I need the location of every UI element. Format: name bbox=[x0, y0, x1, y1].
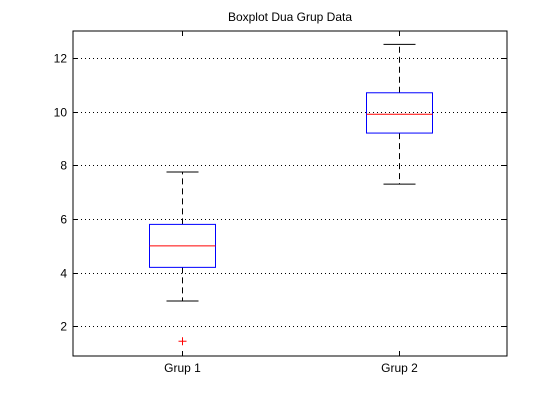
outlier-marker bbox=[178, 337, 187, 346]
plot-frame bbox=[72, 30, 508, 357]
box-2 bbox=[366, 43, 433, 185]
box-1 bbox=[149, 171, 216, 346]
chart-title: Boxplot Dua Grup Data bbox=[228, 10, 352, 24]
y-tick-label: 4 bbox=[60, 267, 67, 281]
y-tick-label: 8 bbox=[60, 159, 67, 173]
x-tick-label: Grup 1 bbox=[164, 361, 201, 375]
y-tick-label: 6 bbox=[60, 213, 67, 227]
box-group bbox=[149, 43, 433, 346]
x-axis-ticks: Grup 1 Grup 2 bbox=[164, 31, 418, 375]
y-tick-label: 10 bbox=[54, 106, 68, 120]
grid-lines bbox=[73, 58, 507, 327]
y-tick-label: 12 bbox=[54, 52, 68, 66]
y-tick-label: 2 bbox=[60, 320, 67, 334]
y-axis-ticks: 2 4 6 8 10 12 bbox=[54, 52, 507, 334]
x-tick-label: Grup 2 bbox=[381, 361, 418, 375]
iqr-box bbox=[366, 92, 433, 134]
